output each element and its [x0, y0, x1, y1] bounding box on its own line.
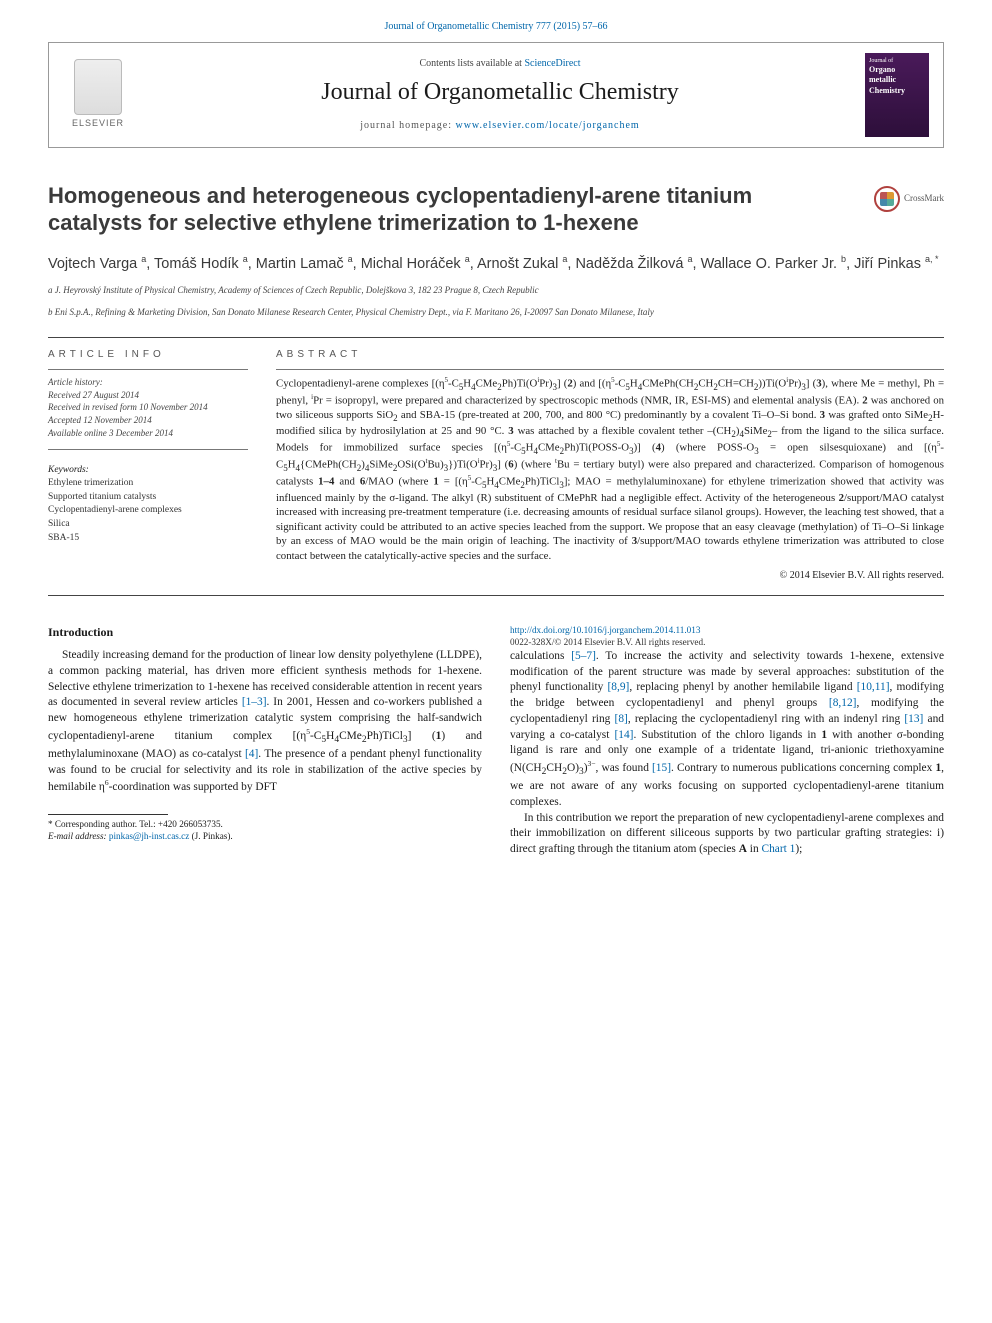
contents-line: Contents lists available at ScienceDirec… — [151, 57, 849, 71]
doi-link[interactable]: http://dx.doi.org/10.1016/j.jorganchem.2… — [510, 625, 700, 635]
footnote-email: E-mail address: pinkas@jh-inst.cas.cz (J… — [48, 831, 482, 843]
email-link[interactable]: pinkas@jh-inst.cas.cz — [109, 831, 189, 841]
keyword-4: SBA-15 — [48, 532, 248, 546]
affiliation-b: b Eni S.p.A., Refining & Marketing Divis… — [48, 306, 944, 318]
crossmark-icon — [874, 186, 900, 212]
cover-line-4: Chemistry — [869, 86, 925, 97]
body-columns: Introduction Steadily increasing demand … — [48, 624, 944, 858]
homepage-link[interactable]: www.elsevier.com/locate/jorganchem — [455, 120, 639, 131]
elsevier-tree-icon — [74, 59, 122, 115]
info-rule — [48, 369, 248, 370]
abstract-copyright: © 2014 Elsevier B.V. All rights reserved… — [276, 569, 944, 583]
abstract-heading: ABSTRACT — [276, 348, 944, 362]
author-list: Vojtech Varga a, Tomáš Hodík a, Martin L… — [48, 253, 944, 275]
journal-homepage: journal homepage: www.elsevier.com/locat… — [151, 119, 849, 133]
crossmark-label: CrossMark — [904, 192, 944, 204]
issn-line: 0022-328X/© 2014 Elsevier B.V. All right… — [510, 637, 705, 647]
elsevier-logo: ELSEVIER — [63, 55, 133, 135]
keyword-1: Supported titanium catalysts — [48, 491, 248, 505]
email-label: E-mail address: — [48, 831, 109, 841]
keywords-label: Keywords: — [48, 464, 248, 477]
intro-heading: Introduction — [48, 624, 482, 641]
footnote-separator — [48, 814, 168, 815]
footnote-corresponding: * Corresponding author. Tel.: +420 26605… — [48, 819, 482, 831]
rule-top — [48, 337, 944, 338]
article-info-heading: ARTICLE INFO — [48, 348, 248, 362]
affiliation-a: a J. Heyrovský Institute of Physical Che… — [48, 284, 944, 296]
intro-para-1: Steadily increasing demand for the produ… — [48, 648, 482, 796]
paper-title: Homogeneous and heterogeneous cyclopenta… — [48, 182, 828, 237]
sciencedirect-link[interactable]: ScienceDirect — [524, 58, 580, 69]
homepage-prefix: journal homepage: — [360, 120, 455, 131]
abstract-panel: ABSTRACT Cyclopentadienyl-arene complexe… — [276, 348, 944, 583]
intro-para-2: calculations [5–7]. To increase the acti… — [510, 649, 944, 811]
journal-header: ELSEVIER Contents lists available at Sci… — [48, 42, 944, 148]
email-suffix: (J. Pinkas). — [189, 831, 232, 841]
contents-prefix: Contents lists available at — [419, 58, 524, 69]
crossmark-badge[interactable]: CrossMark — [874, 186, 944, 212]
history-label: Article history: — [48, 376, 248, 389]
cover-line-1: Journal of — [869, 57, 925, 65]
elsevier-label: ELSEVIER — [72, 117, 124, 129]
keyword-0: Ethylene trimerization — [48, 477, 248, 491]
intro-para-3: In this contribution we report the prepa… — [510, 811, 944, 858]
journal-name: Journal of Organometallic Chemistry — [151, 76, 849, 108]
journal-cover-thumb: Journal of Organo metallic Chemistry — [865, 53, 929, 137]
history-online: Available online 3 December 2014 — [48, 427, 248, 440]
history-received: Received 27 August 2014 — [48, 389, 248, 402]
abstract-body: Cyclopentadienyl-arene complexes [(η5-C5… — [276, 376, 944, 563]
rule-bottom — [48, 595, 944, 596]
top-citation: Journal of Organometallic Chemistry 777 … — [48, 20, 944, 34]
cover-line-3: metallic — [869, 75, 925, 86]
history-revised: Received in revised form 10 November 201… — [48, 401, 248, 414]
history-accepted: Accepted 12 November 2014 — [48, 414, 248, 427]
abstract-rule — [276, 369, 944, 370]
article-info-panel: ARTICLE INFO Article history: Received 2… — [48, 348, 248, 583]
doi-block: http://dx.doi.org/10.1016/j.jorganchem.2… — [510, 624, 944, 649]
keyword-2: Cyclopentadienyl-arene complexes — [48, 504, 248, 518]
kw-rule — [48, 449, 248, 450]
keyword-3: Silica — [48, 518, 248, 532]
cover-line-2: Organo — [869, 65, 925, 76]
